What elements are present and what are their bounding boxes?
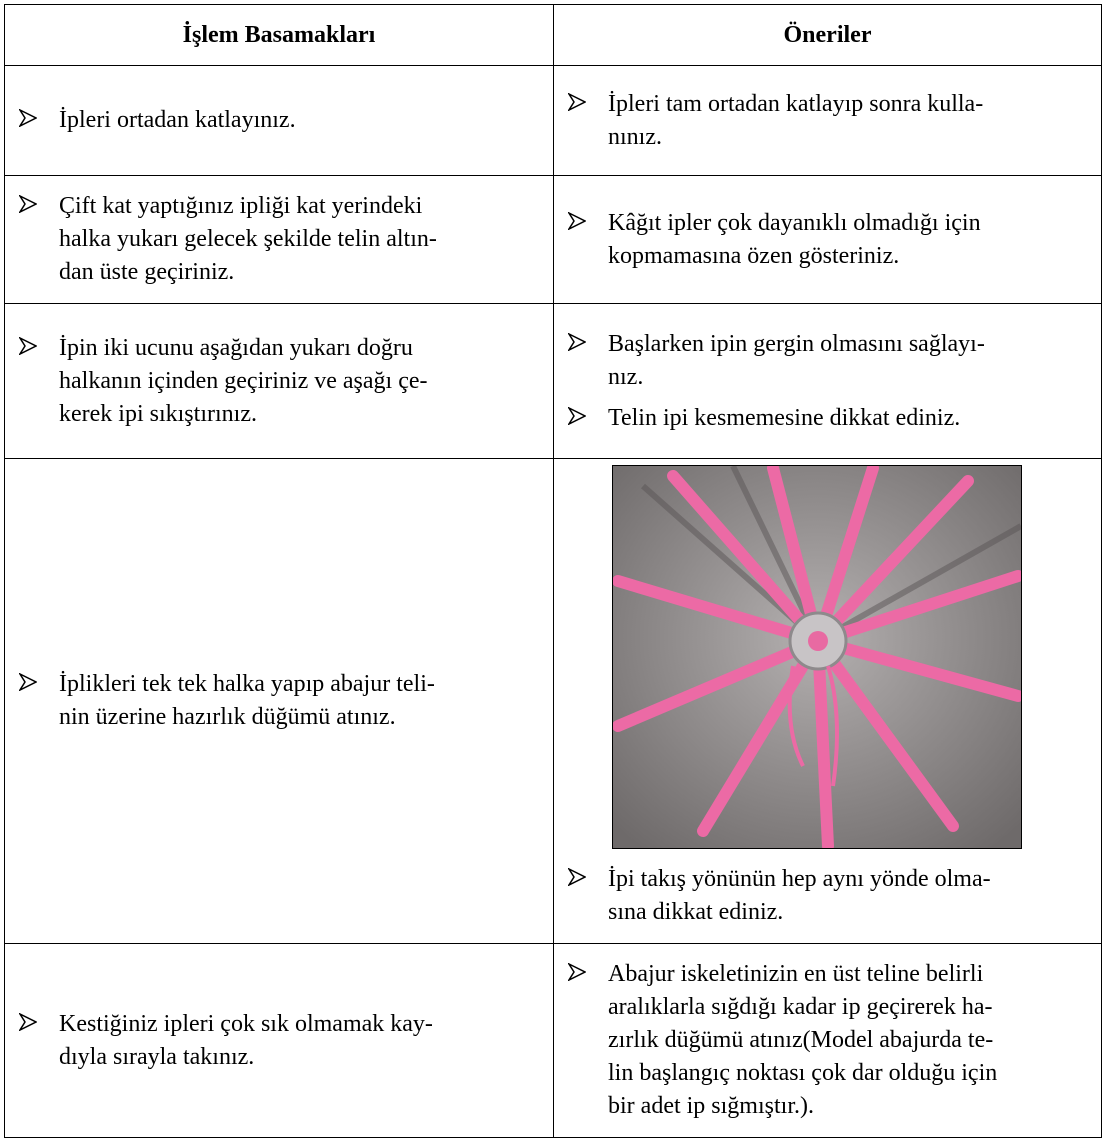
table-body: İpleri ortadan katlayınız. İpleri tam ort… bbox=[4, 65, 1102, 1138]
steps-cell: Kestiğiniz ipleri çok sık olmamak kay-dı… bbox=[4, 943, 554, 1138]
text-line: bir adet ip sığmıştır.). bbox=[608, 1093, 814, 1119]
bullet: İpleri tam ortadan katlayıp sonra kulla-… bbox=[568, 88, 1091, 154]
suggestions-cell: Başlarken ipin gergin olmasını sağlayı-n… bbox=[553, 303, 1102, 459]
bullet-text: Telin ipi kesmemesine dikkat ediniz. bbox=[608, 402, 960, 435]
suggestions-cell: Kâğıt ipler çok dayanıklı olmadığı için k… bbox=[553, 175, 1102, 304]
cell-content: Abajur iskeletinizin en üst teline belir… bbox=[554, 944, 1101, 1137]
steps-cell: İpleri ortadan katlayınız. bbox=[4, 65, 554, 176]
bullet: İplikleri tek tek halka yapıp abajur tel… bbox=[19, 668, 543, 734]
suggestions-cell: İpleri tam ortadan katlayıp sonra kulla-… bbox=[553, 65, 1102, 176]
text-line: nin üzerine hazırlık düğümü atınız. bbox=[59, 704, 396, 730]
lamp-frame-photo bbox=[612, 465, 1022, 849]
text-line: nız. bbox=[608, 363, 644, 390]
cell-content: Çift kat yaptığınız ipliği kat yerindeki… bbox=[5, 176, 553, 303]
cell-content: Başlarken ipin gergin olmasını sağlayı-n… bbox=[554, 314, 1101, 449]
steps-cell: İpin iki ucunu aşağıdan yukarı doğru halk… bbox=[4, 303, 554, 459]
text-line: kerek ipi sıkıştırınız. bbox=[59, 400, 257, 427]
header-cell: İşlem Basamakları bbox=[4, 4, 554, 66]
bullet-text: Çift kat yaptığınız ipliği kat yerindeki… bbox=[59, 190, 437, 289]
cell-content: Kestiğiniz ipleri çok sık olmamak kay-dı… bbox=[5, 994, 553, 1088]
steps-cell: İplikleri tek tek halka yapıp abajur tel… bbox=[4, 458, 554, 944]
bullet-text: Kestiğiniz ipleri çok sık olmamak kay-dı… bbox=[59, 1008, 433, 1074]
bullet-text: İpleri ortadan katlayınız. bbox=[59, 104, 296, 137]
bullet-text: İpleri tam ortadan katlayıp sonra kulla-… bbox=[608, 88, 983, 154]
table-row: İpleri ortadan katlayınız. İpleri tam ort… bbox=[4, 65, 1102, 176]
text-line: nınız. bbox=[608, 123, 662, 150]
text-line: lin başlangıç noktası çok dar olduğu içi… bbox=[608, 1060, 998, 1086]
bullet-arrow bbox=[568, 211, 586, 230]
bullet: Kestiğiniz ipleri çok sık olmamak kay-dı… bbox=[19, 1008, 543, 1074]
text-line: zırlık düğümü atınız(Model abajurda te- bbox=[608, 1027, 994, 1053]
bullet: İpleri ortadan katlayınız. bbox=[19, 104, 543, 137]
text-line: dıyla sırayla takınız. bbox=[59, 1043, 255, 1070]
bullet-arrow bbox=[568, 332, 586, 351]
bullet-arrow bbox=[19, 336, 37, 355]
header-cell: Öneriler bbox=[553, 4, 1102, 66]
bullet-text: İplikleri tek tek halka yapıp abajur tel… bbox=[59, 668, 435, 734]
steps-table: İşlem Basamakları Öneriler İpleri ortada… bbox=[4, 4, 1102, 1138]
page: İşlem Basamakları Öneriler İpleri ortada… bbox=[4, 4, 1102, 1138]
text-line: aralıklarla sığdığı kadar ip geçirerek h… bbox=[608, 994, 993, 1020]
text-line: Başlarken ipin gergin olmasını sağlayı- bbox=[608, 330, 985, 357]
text-line: Telin ipi kesmemesine dikkat ediniz. bbox=[608, 404, 961, 431]
bullet-text: Abajur iskeletinizin en üst teline belir… bbox=[608, 958, 997, 1123]
text-line: Kestiğiniz ipleri çok sık olmamak kay- bbox=[59, 1010, 433, 1037]
table-row: İplikleri tek tek halka yapıp abajur tel… bbox=[4, 458, 1102, 944]
text-line: halka yukarı gelecek şekilde telin altın… bbox=[59, 226, 437, 252]
bullet-arrow bbox=[19, 1012, 37, 1031]
suggestions-cell: İpi takış yönünün hep aynı yönde olma-sı… bbox=[553, 458, 1102, 944]
bullet-arrow bbox=[568, 868, 586, 886]
header-row: İşlem Basamakları Öneriler bbox=[4, 4, 1102, 66]
bullet-text: Kâğıt ipler çok dayanıklı olmadığı için k… bbox=[608, 207, 981, 273]
cell-content: İpleri ortadan katlayınız. bbox=[5, 90, 553, 151]
text-line: kopmamasına özen gösteriniz. bbox=[608, 242, 900, 269]
table-row: Kestiğiniz ipleri çok sık olmamak kay-dı… bbox=[4, 943, 1102, 1138]
text-line: sına dikkat ediniz. bbox=[608, 899, 784, 925]
bullet: İpi takış yönünün hep aynı yönde olma-sı… bbox=[568, 863, 1091, 929]
bullet-arrow bbox=[568, 92, 586, 111]
text-line: halkanın içinden geçiriniz ve aşağı çe- bbox=[59, 367, 428, 394]
bullet-arrow bbox=[568, 406, 586, 425]
text-line: İpin iki ucunu aşağıdan yukarı doğru bbox=[59, 334, 413, 361]
bullet-text: İpi takış yönünün hep aynı yönde olma-sı… bbox=[608, 863, 991, 929]
bullet: Başlarken ipin gergin olmasını sağlayı-n… bbox=[568, 328, 1091, 394]
bullet: Çift kat yaptığınız ipliği kat yerindeki… bbox=[19, 190, 543, 289]
text-line: Abajur iskeletinizin en üst teline belir… bbox=[608, 961, 984, 987]
table-row: İpin iki ucunu aşağıdan yukarı doğru halk… bbox=[4, 303, 1102, 459]
cell-content: İplikleri tek tek halka yapıp abajur tel… bbox=[5, 654, 553, 748]
bullet: Abajur iskeletinizin en üst teline belir… bbox=[568, 958, 1091, 1123]
bullet-arrow bbox=[19, 109, 37, 127]
cell-content: İpleri tam ortadan katlayıp sonra kulla-… bbox=[554, 74, 1101, 168]
bullet: Kâğıt ipler çok dayanıklı olmadığı için k… bbox=[568, 207, 1091, 273]
bullet-arrow bbox=[19, 673, 37, 691]
cell-content: İpi takış yönünün hep aynı yönde olma-sı… bbox=[554, 459, 1101, 943]
text-line: İpleri tam ortadan katlayıp sonra kulla- bbox=[608, 90, 984, 117]
suggestions-cell: Abajur iskeletinizin en üst teline belir… bbox=[553, 943, 1102, 1138]
text-line: dan üste geçiriniz. bbox=[59, 259, 235, 285]
bullet-text: Başlarken ipin gergin olmasını sağlayı-n… bbox=[608, 328, 985, 394]
cell-content: İpin iki ucunu aşağıdan yukarı doğru halk… bbox=[5, 318, 553, 445]
cell-content: Kâğıt ipler çok dayanıklı olmadığı için k… bbox=[554, 193, 1101, 287]
text-line: İpi takış yönünün hep aynı yönde olma- bbox=[608, 866, 991, 892]
text-line: İpleri ortadan katlayınız. bbox=[59, 107, 296, 133]
bullet: İpin iki ucunu aşağıdan yukarı doğru halk… bbox=[19, 332, 543, 431]
text-line: Çift kat yaptığınız ipliği kat yerindeki bbox=[59, 193, 423, 219]
steps-cell: Çift kat yaptığınız ipliği kat yerindeki… bbox=[4, 175, 554, 304]
bullet-arrow bbox=[19, 195, 37, 213]
text-line: Kâğıt ipler çok dayanıklı olmadığı için bbox=[608, 209, 981, 236]
table-row: Çift kat yaptığınız ipliği kat yerindeki… bbox=[4, 175, 1102, 304]
bullet-text: İpin iki ucunu aşağıdan yukarı doğru halk… bbox=[59, 332, 428, 431]
text-line: İplikleri tek tek halka yapıp abajur tel… bbox=[59, 671, 435, 697]
bullet: Telin ipi kesmemesine dikkat ediniz. bbox=[568, 402, 1091, 435]
bullet-arrow bbox=[568, 963, 586, 981]
